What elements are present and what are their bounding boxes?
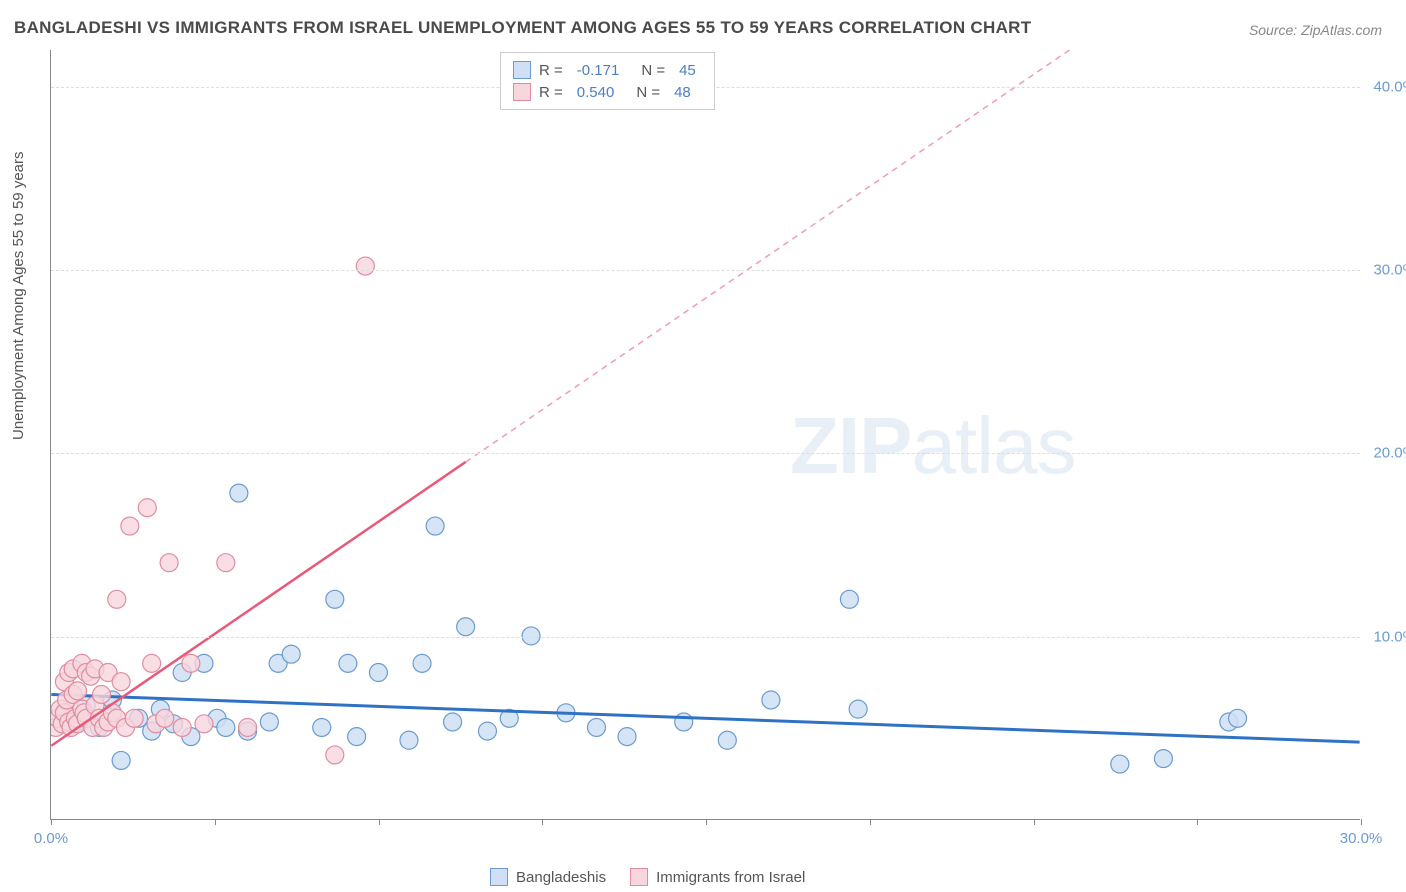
- data-point: [849, 700, 867, 718]
- correlation-legend: R = -0.171 N = 45 R = 0.540 N = 48: [500, 52, 715, 110]
- data-point: [1111, 755, 1129, 773]
- scatter-svg: [51, 50, 1360, 819]
- legend-row: R = -0.171 N = 45: [513, 59, 702, 81]
- data-point: [282, 645, 300, 663]
- data-point: [93, 686, 111, 704]
- legend-swatch: [513, 83, 531, 101]
- data-point: [457, 618, 475, 636]
- data-point: [762, 691, 780, 709]
- data-point: [339, 654, 357, 672]
- y-tick-label: 10.0%: [1373, 628, 1406, 645]
- x-tick: [51, 819, 52, 825]
- data-point: [260, 713, 278, 731]
- data-point: [182, 654, 200, 672]
- data-point: [840, 590, 858, 608]
- chart-title: BANGLADESHI VS IMMIGRANTS FROM ISRAEL UN…: [14, 18, 1031, 38]
- data-point: [413, 654, 431, 672]
- source-attribution: Source: ZipAtlas.com: [1249, 22, 1382, 38]
- legend-r-label: R =: [539, 62, 563, 79]
- data-point: [108, 590, 126, 608]
- x-tick: [870, 819, 871, 825]
- legend-r-label: R =: [539, 84, 563, 101]
- data-point: [217, 554, 235, 572]
- legend-n-label: N =: [636, 84, 660, 101]
- data-point: [718, 731, 736, 749]
- data-point: [369, 664, 387, 682]
- data-point: [348, 728, 366, 746]
- y-axis-label: Unemployment Among Ages 55 to 59 years: [10, 151, 27, 440]
- data-point: [112, 673, 130, 691]
- x-tick: [1034, 819, 1035, 825]
- data-point: [326, 590, 344, 608]
- legend-swatch: [513, 61, 531, 79]
- legend-n-value: 45: [679, 62, 696, 79]
- data-point: [69, 682, 87, 700]
- x-tick: [1197, 819, 1198, 825]
- data-point: [195, 715, 213, 733]
- gridline: [51, 270, 1360, 271]
- data-point: [675, 713, 693, 731]
- legend-r-value: -0.171: [577, 62, 620, 79]
- data-point: [400, 731, 418, 749]
- x-tick: [379, 819, 380, 825]
- data-point: [121, 517, 139, 535]
- gridline: [51, 453, 1360, 454]
- legend-label: Bangladeshis: [516, 869, 606, 886]
- x-tick: [542, 819, 543, 825]
- data-point: [112, 751, 130, 769]
- legend-n-value: 48: [674, 84, 691, 101]
- legend-row: R = 0.540 N = 48: [513, 81, 702, 103]
- y-tick-label: 40.0%: [1373, 78, 1406, 95]
- x-tick: [706, 819, 707, 825]
- legend-n-label: N =: [641, 62, 665, 79]
- data-point: [160, 554, 178, 572]
- series-legend: Bangladeshis Immigrants from Israel: [490, 868, 805, 886]
- x-tick: [215, 819, 216, 825]
- legend-swatch: [630, 868, 648, 886]
- data-point: [313, 718, 331, 736]
- data-point: [125, 709, 143, 727]
- data-point: [326, 746, 344, 764]
- data-point: [138, 499, 156, 517]
- data-point: [356, 257, 374, 275]
- y-tick-label: 20.0%: [1373, 445, 1406, 462]
- data-point: [478, 722, 496, 740]
- data-point: [1229, 709, 1247, 727]
- data-point: [587, 718, 605, 736]
- data-point: [156, 709, 174, 727]
- legend-r-value: 0.540: [577, 84, 615, 101]
- y-tick-label: 30.0%: [1373, 262, 1406, 279]
- data-point: [217, 718, 235, 736]
- legend-item: Bangladeshis: [490, 868, 606, 886]
- data-point: [239, 718, 257, 736]
- plot-area: 10.0%20.0%30.0%40.0%0.0%30.0%: [50, 50, 1360, 820]
- x-tick-label: 0.0%: [34, 830, 68, 847]
- legend-item: Immigrants from Israel: [630, 868, 805, 886]
- data-point: [618, 728, 636, 746]
- data-point: [1154, 750, 1172, 768]
- trend-line-extrapolated: [466, 50, 1164, 462]
- gridline: [51, 637, 1360, 638]
- data-point: [444, 713, 462, 731]
- legend-swatch: [490, 868, 508, 886]
- x-tick: [1361, 819, 1362, 825]
- data-point: [143, 654, 161, 672]
- data-point: [173, 718, 191, 736]
- x-tick-label: 30.0%: [1340, 830, 1383, 847]
- data-point: [230, 484, 248, 502]
- legend-label: Immigrants from Israel: [656, 869, 805, 886]
- data-point: [426, 517, 444, 535]
